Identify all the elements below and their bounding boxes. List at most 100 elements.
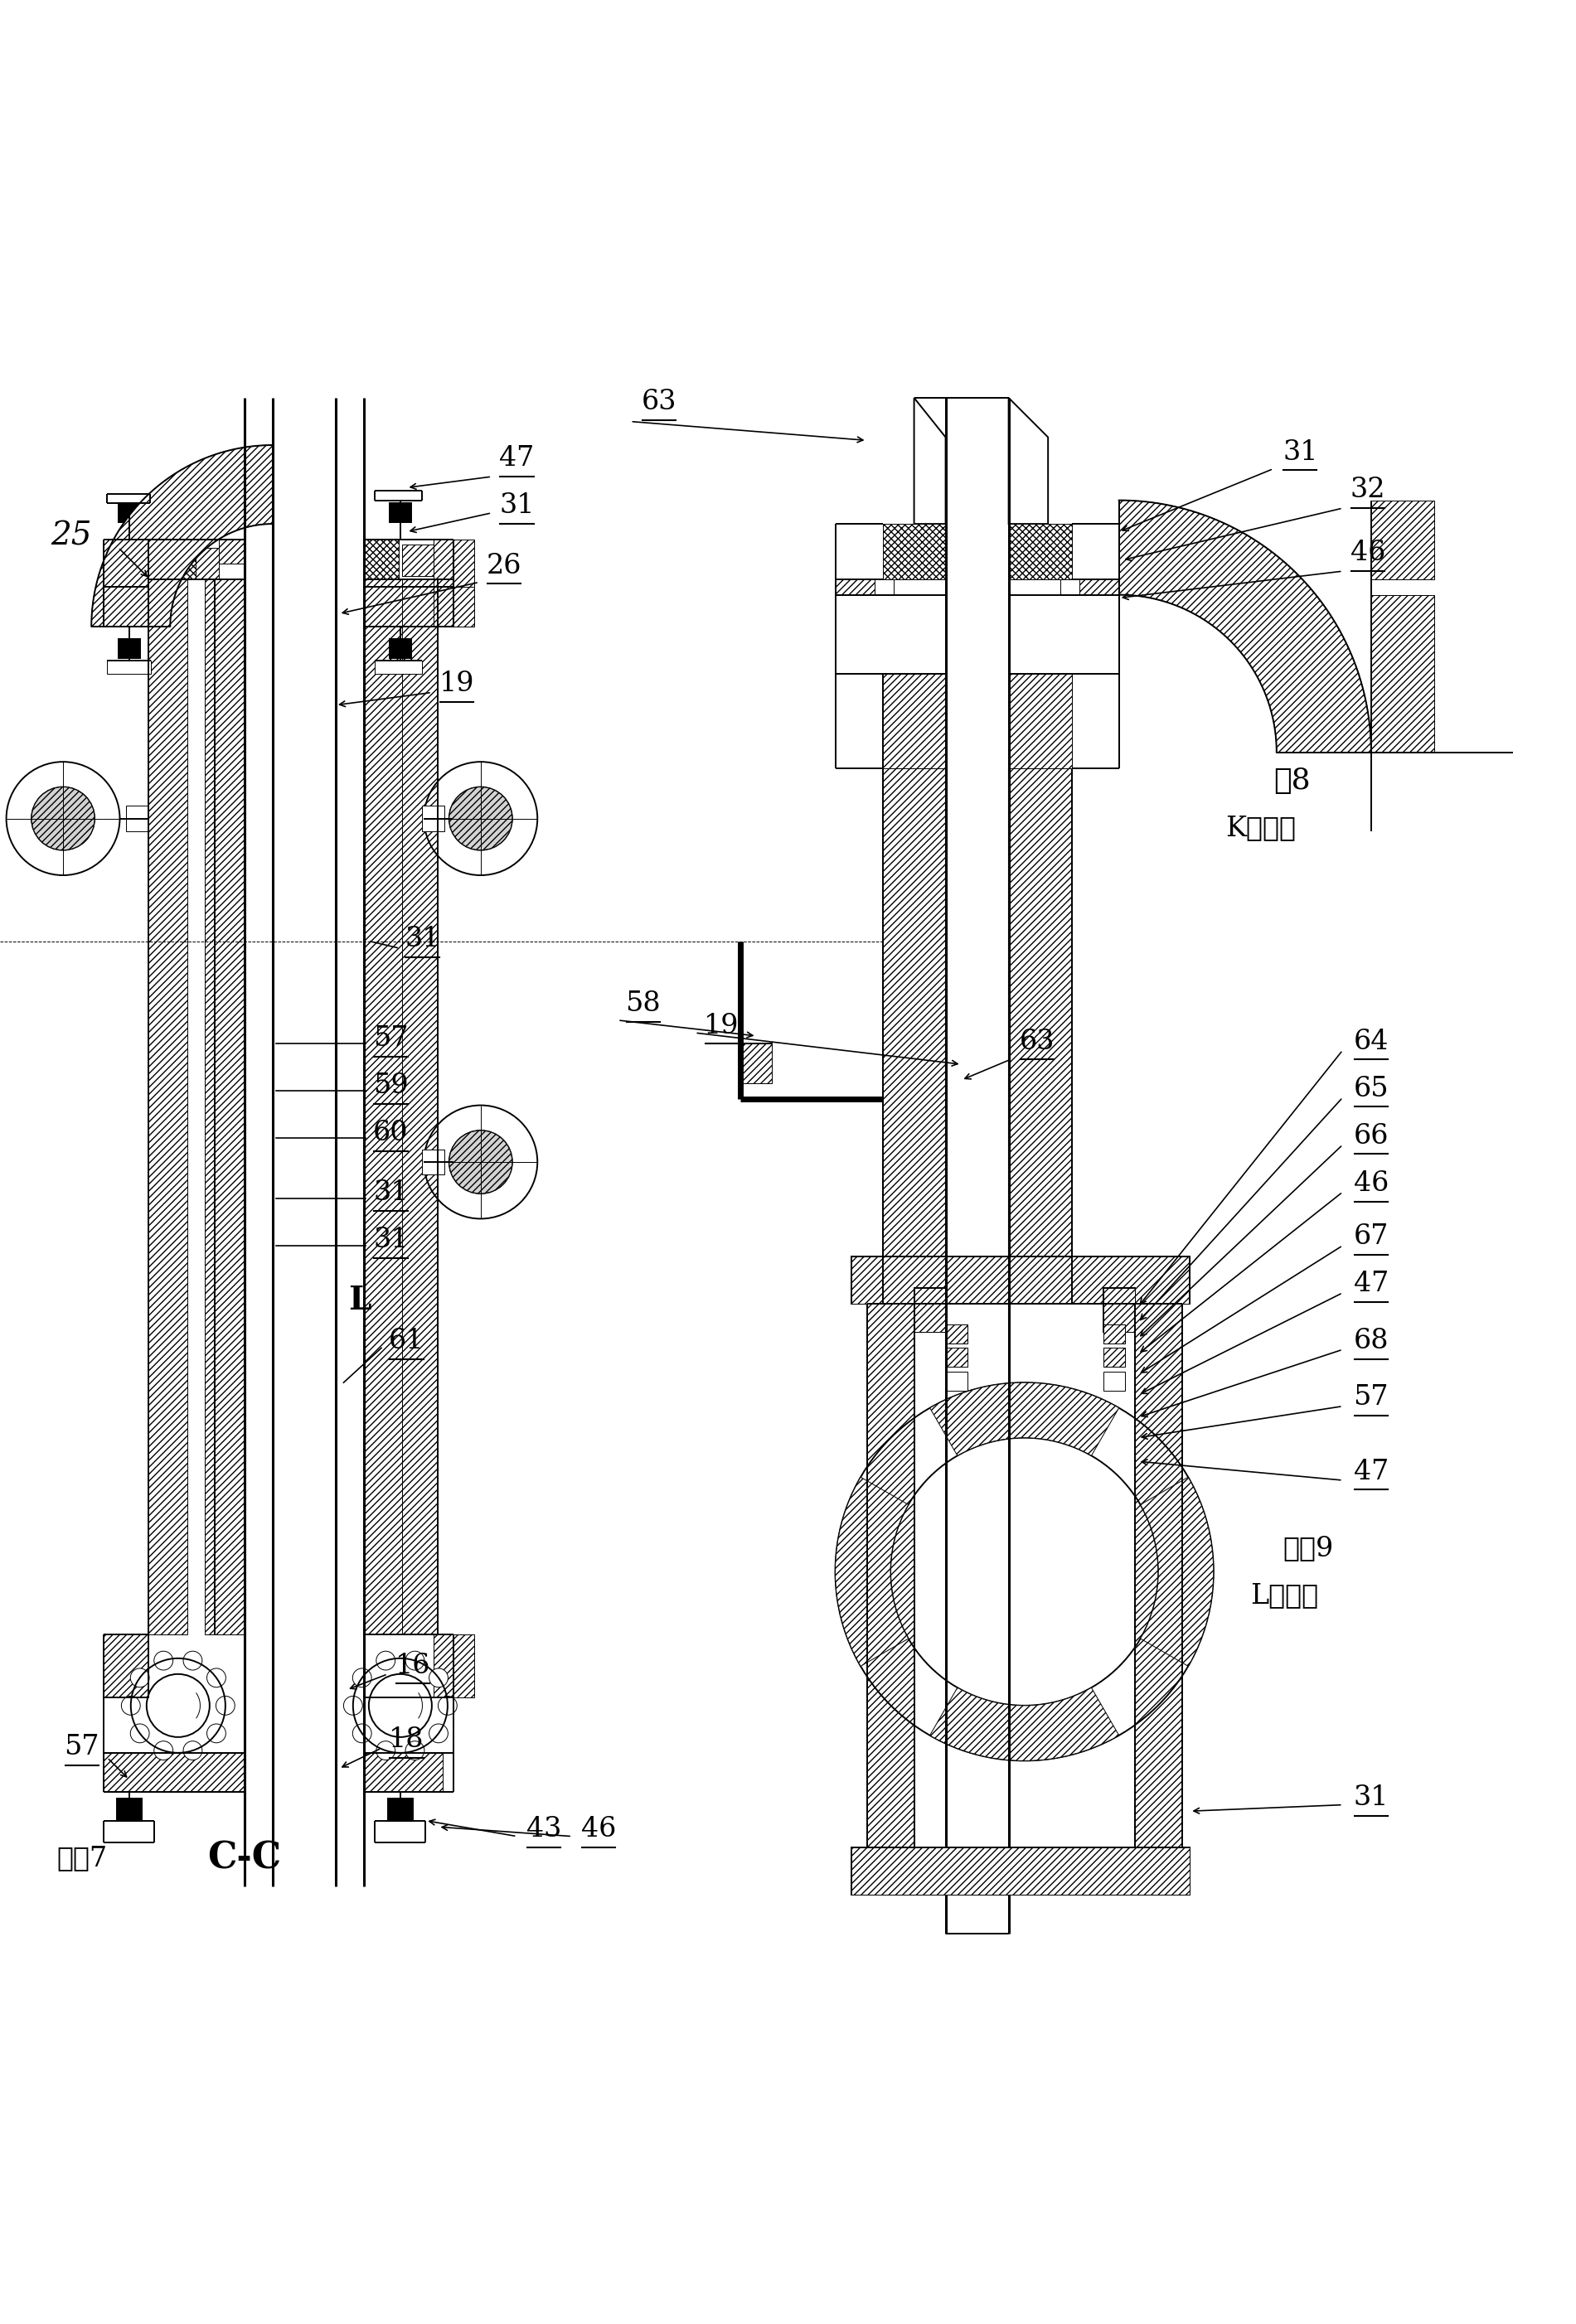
Bar <box>1371 595 1434 753</box>
Circle shape <box>131 1724 150 1743</box>
Bar <box>741 1043 772 1083</box>
Circle shape <box>353 1724 372 1743</box>
Bar <box>914 1287 946 1332</box>
Bar <box>875 579 894 595</box>
Bar <box>389 639 411 658</box>
Text: 31: 31 <box>1283 439 1318 465</box>
Bar <box>851 1257 1190 1304</box>
Bar <box>851 1848 1190 1894</box>
Text: 63: 63 <box>641 388 676 416</box>
Bar <box>104 1634 148 1699</box>
Bar <box>1135 1304 1182 1848</box>
Bar <box>835 579 883 595</box>
Bar <box>388 1799 413 1820</box>
Bar <box>914 1287 946 1332</box>
Text: 66: 66 <box>1354 1122 1388 1150</box>
Bar <box>946 1371 968 1390</box>
Text: 46: 46 <box>1354 1171 1388 1197</box>
Circle shape <box>438 1697 457 1715</box>
Bar <box>946 1348 968 1367</box>
Wedge shape <box>930 1687 1119 1762</box>
Text: 64: 64 <box>1354 1027 1388 1055</box>
Bar <box>1103 1325 1125 1343</box>
Bar <box>219 539 244 562</box>
Bar <box>104 588 148 625</box>
Wedge shape <box>449 788 512 851</box>
Text: 31: 31 <box>405 925 440 953</box>
Circle shape <box>121 1697 140 1715</box>
Bar <box>422 806 444 832</box>
Text: 25: 25 <box>50 521 91 551</box>
Bar <box>402 544 433 576</box>
Circle shape <box>377 1650 396 1671</box>
Text: 附图9: 附图9 <box>1283 1534 1333 1562</box>
Bar <box>1009 769 1072 1304</box>
Text: 67: 67 <box>1354 1225 1388 1250</box>
Bar <box>1103 1287 1135 1332</box>
Circle shape <box>405 1650 424 1671</box>
Bar <box>851 1257 1190 1304</box>
Bar <box>1009 674 1072 769</box>
Bar <box>104 1752 244 1792</box>
Text: 26: 26 <box>487 553 522 579</box>
Bar <box>946 1325 968 1343</box>
Circle shape <box>183 1650 202 1671</box>
Text: K放大图: K放大图 <box>1226 816 1295 841</box>
Wedge shape <box>449 1129 512 1195</box>
Text: L放大图: L放大图 <box>1250 1583 1319 1608</box>
Circle shape <box>206 1724 225 1743</box>
Bar <box>1061 579 1080 595</box>
Circle shape <box>353 1669 372 1687</box>
Circle shape <box>429 1669 448 1687</box>
Circle shape <box>131 1669 150 1687</box>
Text: 68: 68 <box>1354 1327 1388 1355</box>
Bar <box>433 1634 474 1699</box>
Bar <box>107 660 151 674</box>
Bar <box>402 579 438 1634</box>
Bar <box>1103 1348 1125 1367</box>
Circle shape <box>206 1669 225 1687</box>
Text: 57: 57 <box>374 1025 408 1053</box>
Bar <box>1103 1348 1125 1367</box>
Text: 46: 46 <box>1351 539 1385 567</box>
Bar <box>364 539 399 579</box>
Bar <box>883 674 946 769</box>
Bar <box>364 1752 443 1792</box>
Text: 47: 47 <box>500 446 534 472</box>
Polygon shape <box>91 446 273 625</box>
Bar <box>433 539 459 567</box>
Circle shape <box>405 1741 424 1759</box>
Bar <box>946 1348 968 1367</box>
Wedge shape <box>32 788 95 851</box>
Circle shape <box>429 1724 448 1743</box>
Text: 附图7: 附图7 <box>57 1845 107 1871</box>
Bar <box>118 504 140 523</box>
Bar <box>1103 1287 1135 1332</box>
Bar <box>883 769 946 1304</box>
Wedge shape <box>1141 1478 1214 1666</box>
Bar <box>883 674 946 769</box>
Bar <box>126 806 148 832</box>
Bar <box>1009 674 1072 769</box>
Circle shape <box>377 1741 396 1759</box>
Bar <box>364 579 403 1634</box>
Text: 47: 47 <box>1354 1271 1388 1297</box>
Polygon shape <box>1119 500 1371 753</box>
Bar <box>205 579 244 1634</box>
Bar <box>433 539 474 588</box>
Circle shape <box>183 1741 202 1759</box>
Text: 19: 19 <box>704 1013 739 1039</box>
Text: 61: 61 <box>389 1327 424 1355</box>
Bar <box>1371 500 1434 579</box>
Bar <box>118 639 140 658</box>
Wedge shape <box>930 1383 1119 1455</box>
Text: 57: 57 <box>65 1734 99 1762</box>
Bar <box>195 548 219 579</box>
Bar <box>148 579 188 1634</box>
Bar <box>867 1304 914 1848</box>
Text: 57: 57 <box>1354 1385 1388 1411</box>
Bar <box>433 588 474 625</box>
Text: L: L <box>348 1285 370 1315</box>
Bar <box>375 660 422 674</box>
Bar <box>1103 1371 1125 1390</box>
